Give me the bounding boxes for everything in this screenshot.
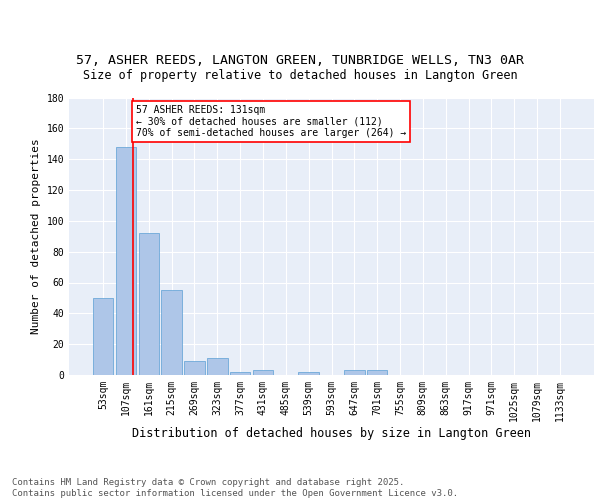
- Bar: [93, 298, 113, 375]
- X-axis label: Distribution of detached houses by size in Langton Green: Distribution of detached houses by size …: [132, 426, 531, 440]
- Bar: [207, 358, 227, 375]
- Text: Size of property relative to detached houses in Langton Green: Size of property relative to detached ho…: [83, 69, 517, 82]
- Bar: [230, 372, 250, 375]
- Text: 57 ASHER REEDS: 131sqm
← 30% of detached houses are smaller (112)
70% of semi-de: 57 ASHER REEDS: 131sqm ← 30% of detached…: [136, 105, 407, 138]
- Bar: [253, 370, 273, 375]
- Bar: [367, 370, 388, 375]
- Y-axis label: Number of detached properties: Number of detached properties: [31, 138, 41, 334]
- Bar: [116, 147, 136, 375]
- Bar: [184, 361, 205, 375]
- Bar: [161, 290, 182, 375]
- Text: Contains HM Land Registry data © Crown copyright and database right 2025.
Contai: Contains HM Land Registry data © Crown c…: [12, 478, 458, 498]
- Text: 57, ASHER REEDS, LANGTON GREEN, TUNBRIDGE WELLS, TN3 0AR: 57, ASHER REEDS, LANGTON GREEN, TUNBRIDG…: [76, 54, 524, 68]
- Bar: [298, 372, 319, 375]
- Bar: [139, 233, 159, 375]
- Bar: [344, 370, 365, 375]
